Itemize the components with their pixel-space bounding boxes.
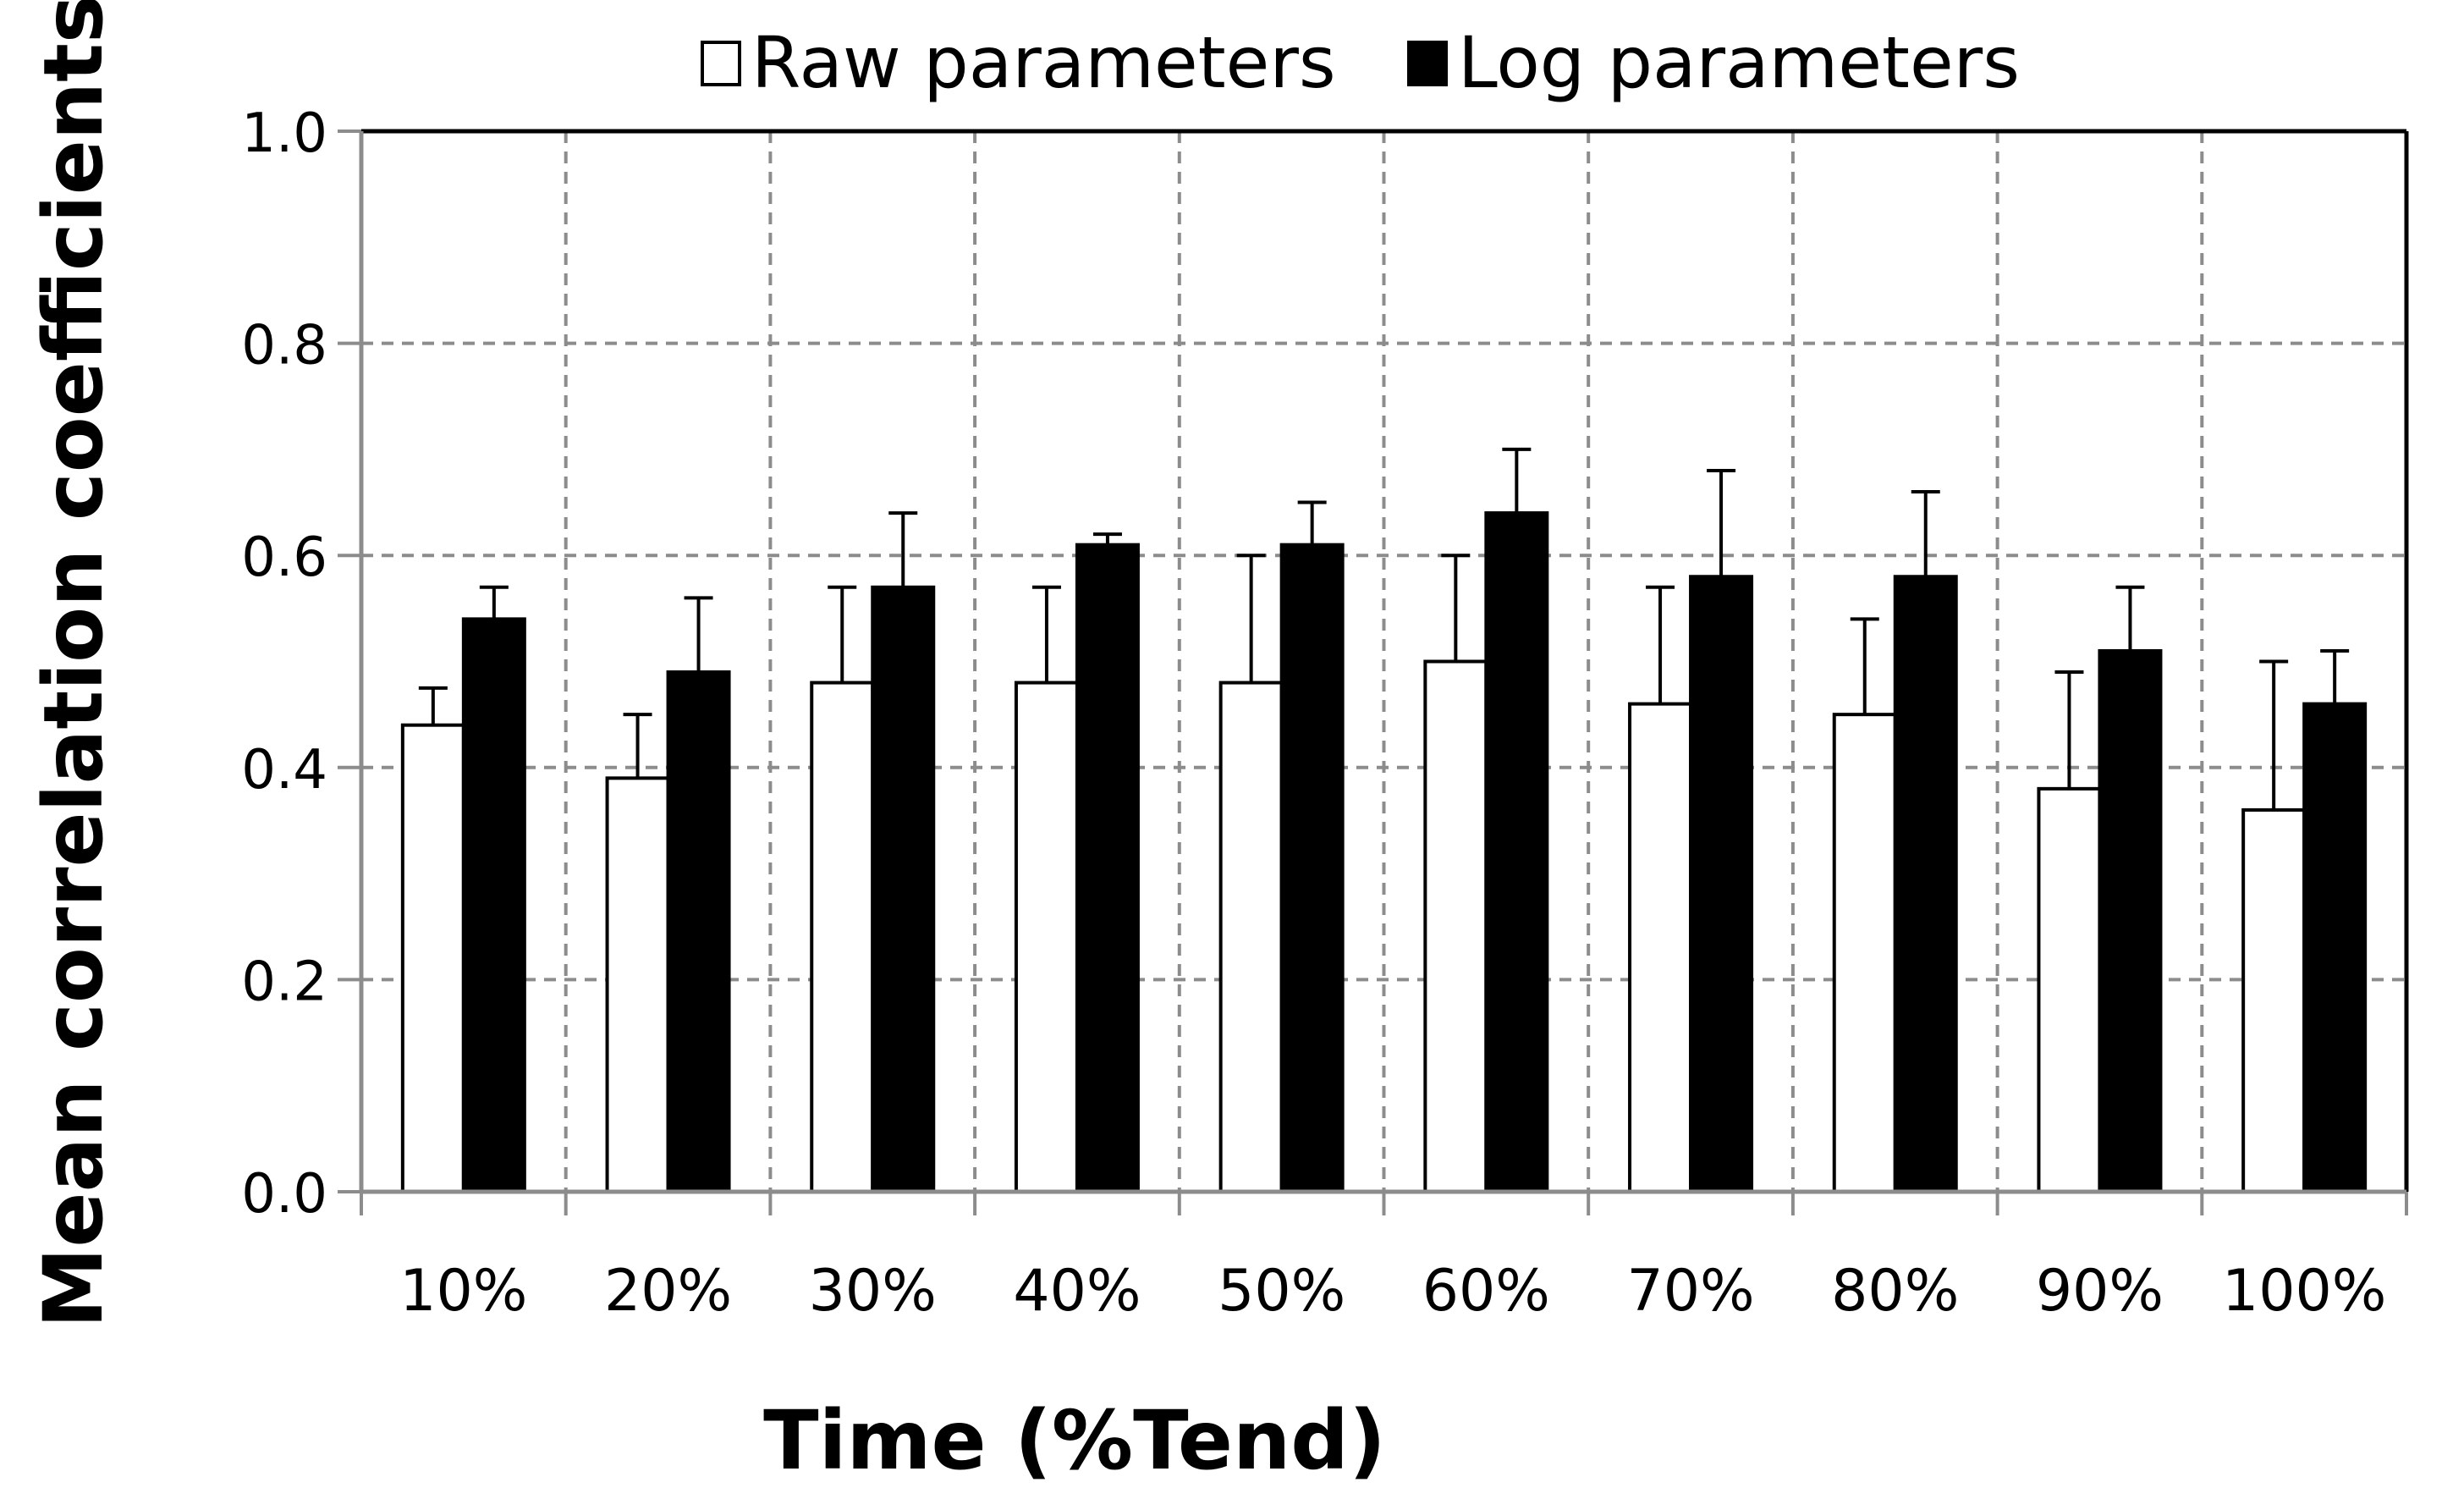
bar-log-10 (2302, 702, 2368, 1193)
bar-log-3 (871, 585, 936, 1193)
bar-raw-10 (2241, 807, 2307, 1193)
bar-raw-2 (605, 776, 670, 1194)
y-axis-title: Mean correlation coefficients (26, 0, 121, 1328)
bar-raw-7 (1628, 702, 1693, 1193)
bar-log-5 (1279, 543, 1345, 1193)
legend: Raw parameters Log parameters (701, 21, 2020, 104)
x-tick-label: 50% (1218, 1258, 1345, 1325)
x-tick-label: 70% (1626, 1258, 1754, 1325)
bar-log-9 (2098, 648, 2163, 1193)
x-tick-label: 30% (809, 1258, 937, 1325)
x-tick-label: 60% (1422, 1258, 1550, 1325)
x-tick-label: 80% (1831, 1258, 1959, 1325)
error-bars (418, 447, 2350, 810)
x-axis-title: Time (%Tend) (763, 1393, 1386, 1488)
bar-raw-4 (1014, 681, 1079, 1193)
legend-swatch-log (1407, 41, 1448, 86)
bar-log-8 (1893, 575, 1958, 1193)
bar-raw-5 (1218, 681, 1284, 1193)
x-tick-label: 90% (2036, 1258, 2164, 1325)
y-tick-label: 1.0 (241, 102, 327, 165)
bar-log-1 (461, 617, 526, 1193)
bar-log-7 (1689, 575, 1754, 1193)
tick-labels: 0.0 0.2 0.4 0.6 0.8 1.0 10% 20% 30% 40% 50% 60% 70% 8… (241, 102, 2386, 1325)
x-tick-label: 10% (399, 1258, 527, 1325)
legend-label-raw: Raw parameters (751, 21, 1336, 104)
bar-log-2 (666, 670, 731, 1193)
bar-raw-9 (2037, 786, 2102, 1193)
axes (338, 129, 2409, 1215)
y-tick-label: 0.0 (241, 1163, 327, 1226)
y-tick-label: 0.2 (241, 951, 327, 1013)
y-tick-label: 0.6 (241, 526, 327, 589)
x-tick-label: 20% (604, 1258, 732, 1325)
legend-swatch-raw (701, 41, 741, 86)
y-tick-label: 0.4 (241, 739, 327, 802)
bar-raw-3 (810, 681, 875, 1193)
x-tick-label: 40% (1013, 1258, 1141, 1325)
x-tick-label: 100% (2222, 1258, 2386, 1325)
bar-raw-8 (1832, 713, 1897, 1193)
grid-lines (361, 131, 2406, 1192)
bar-raw-1 (400, 723, 465, 1193)
legend-label-log: Log parameters (1458, 21, 2020, 104)
bar-log-4 (1075, 543, 1140, 1193)
bar-raw-6 (1423, 659, 1488, 1193)
bars (400, 511, 2368, 1194)
y-tick-label: 0.8 (241, 315, 327, 378)
bar-log-6 (1484, 511, 1549, 1193)
